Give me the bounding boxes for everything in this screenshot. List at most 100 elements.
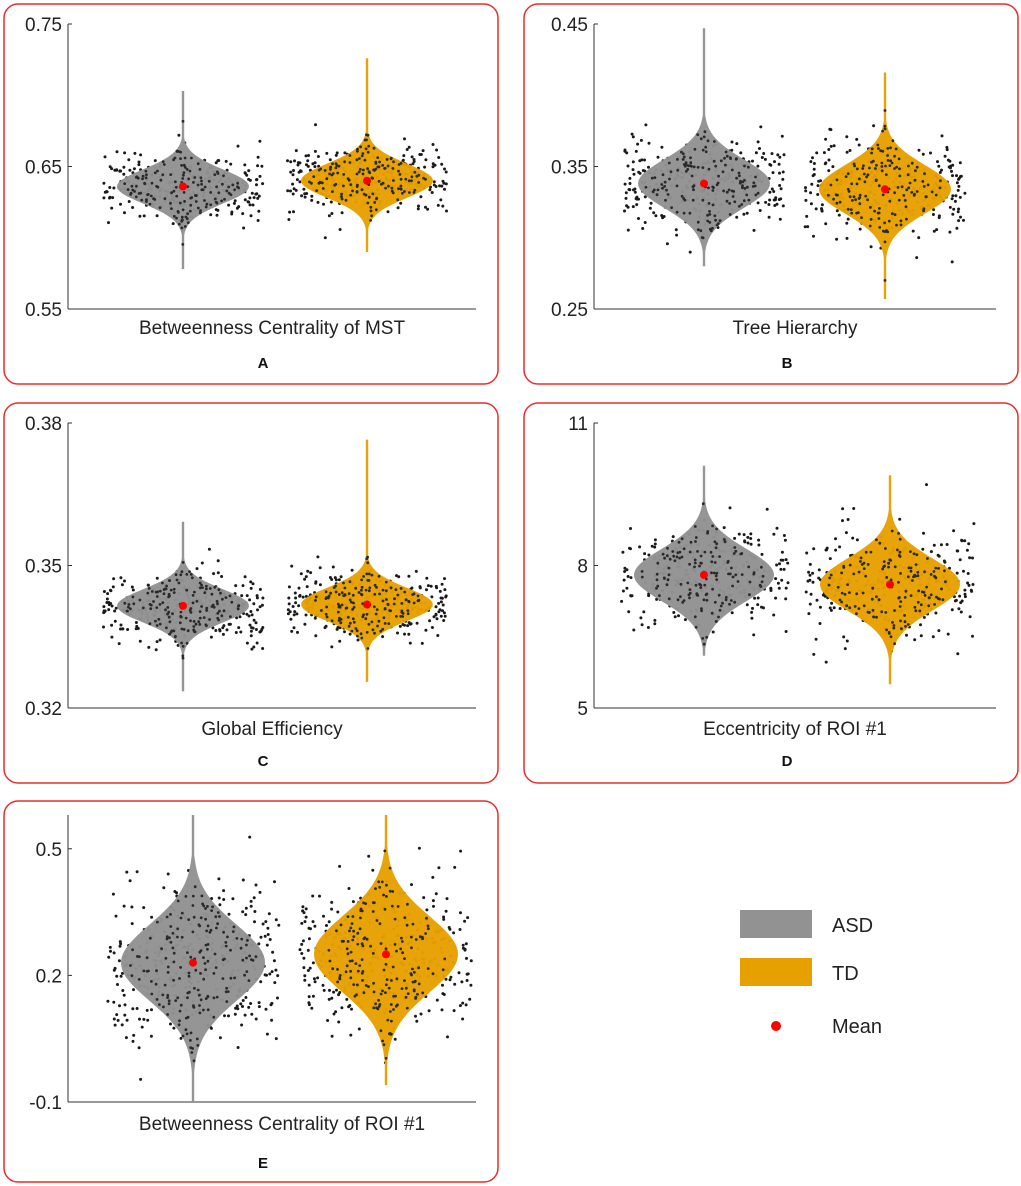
data-point (963, 588, 967, 592)
data-point (692, 184, 696, 188)
data-point (325, 151, 329, 155)
data-point (236, 1046, 240, 1049)
data-point (313, 165, 317, 169)
data-point (443, 167, 446, 171)
data-point (778, 171, 781, 175)
data-point (777, 162, 781, 166)
data-point (780, 134, 784, 138)
data-point (121, 989, 125, 992)
data-point (365, 572, 369, 576)
data-point (703, 550, 707, 554)
data-point (324, 612, 328, 616)
data-point (443, 957, 447, 961)
data-point (367, 170, 371, 174)
data-point (257, 942, 261, 946)
data-point (178, 621, 182, 625)
data-point (628, 176, 632, 180)
data-point (760, 565, 763, 569)
data-point (710, 571, 713, 575)
data-point (193, 986, 196, 990)
data-point (378, 1003, 382, 1006)
data-point (640, 570, 644, 573)
data-point (245, 594, 249, 598)
data-point (364, 984, 368, 987)
data-point (913, 605, 917, 609)
data-point (352, 620, 356, 624)
data-point (307, 983, 311, 987)
data-point (213, 173, 217, 177)
data-point (665, 554, 669, 558)
data-point (829, 128, 833, 132)
data-point (460, 980, 464, 984)
data-point (725, 199, 729, 203)
data-point (739, 179, 742, 183)
data-point (335, 929, 338, 933)
data-point (186, 951, 189, 954)
data-point (308, 180, 311, 184)
data-point (894, 147, 898, 151)
data-point (331, 190, 334, 194)
data-point (130, 974, 134, 977)
data-point (332, 586, 336, 589)
data-point (466, 916, 470, 920)
data-point (114, 914, 118, 918)
data-point (150, 1008, 153, 1012)
data-point (244, 913, 248, 917)
data-point (906, 575, 910, 579)
data-point (179, 150, 183, 154)
data-point (303, 577, 307, 581)
data-point (932, 543, 936, 547)
data-point (929, 593, 933, 597)
data-point (236, 144, 240, 148)
data-point (200, 561, 204, 565)
data-point (368, 586, 372, 590)
data-point (135, 870, 139, 874)
data-point (379, 942, 383, 945)
data-point (461, 1017, 465, 1021)
data-point (312, 977, 316, 981)
data-point (408, 191, 411, 194)
data-point (743, 164, 746, 168)
data-point (399, 947, 403, 951)
data-point (703, 583, 707, 587)
data-point (702, 135, 706, 139)
data-point (828, 606, 832, 610)
data-point (658, 594, 661, 597)
data-point (247, 614, 251, 618)
data-point (827, 169, 831, 173)
data-point (233, 188, 237, 192)
data-point (137, 1046, 141, 1050)
data-point (777, 586, 781, 590)
data-point (215, 170, 219, 174)
data-point (430, 626, 434, 629)
data-point (855, 612, 858, 616)
data-point (334, 578, 338, 582)
data-point (869, 245, 873, 249)
data-point (121, 971, 124, 975)
data-point (690, 164, 693, 168)
data-point (693, 525, 697, 528)
data-point (179, 1036, 183, 1040)
data-point (718, 555, 721, 558)
data-point (898, 596, 901, 599)
data-point (314, 595, 318, 599)
data-point (123, 1013, 127, 1017)
data-point (692, 188, 695, 192)
data-point (128, 879, 132, 883)
data-point (216, 571, 220, 575)
data-point (871, 608, 875, 612)
data-point (146, 1018, 150, 1022)
data-point (440, 1008, 444, 1012)
data-point (273, 880, 276, 884)
data-point (102, 611, 106, 615)
data-point (435, 586, 439, 590)
data-point (709, 229, 713, 233)
data-point (874, 167, 877, 170)
data-point (274, 1037, 278, 1041)
data-point (313, 149, 317, 153)
data-point (171, 612, 174, 616)
data-point (190, 1051, 194, 1054)
data-point (174, 573, 178, 577)
data-point (236, 607, 240, 611)
data-point (779, 558, 783, 562)
